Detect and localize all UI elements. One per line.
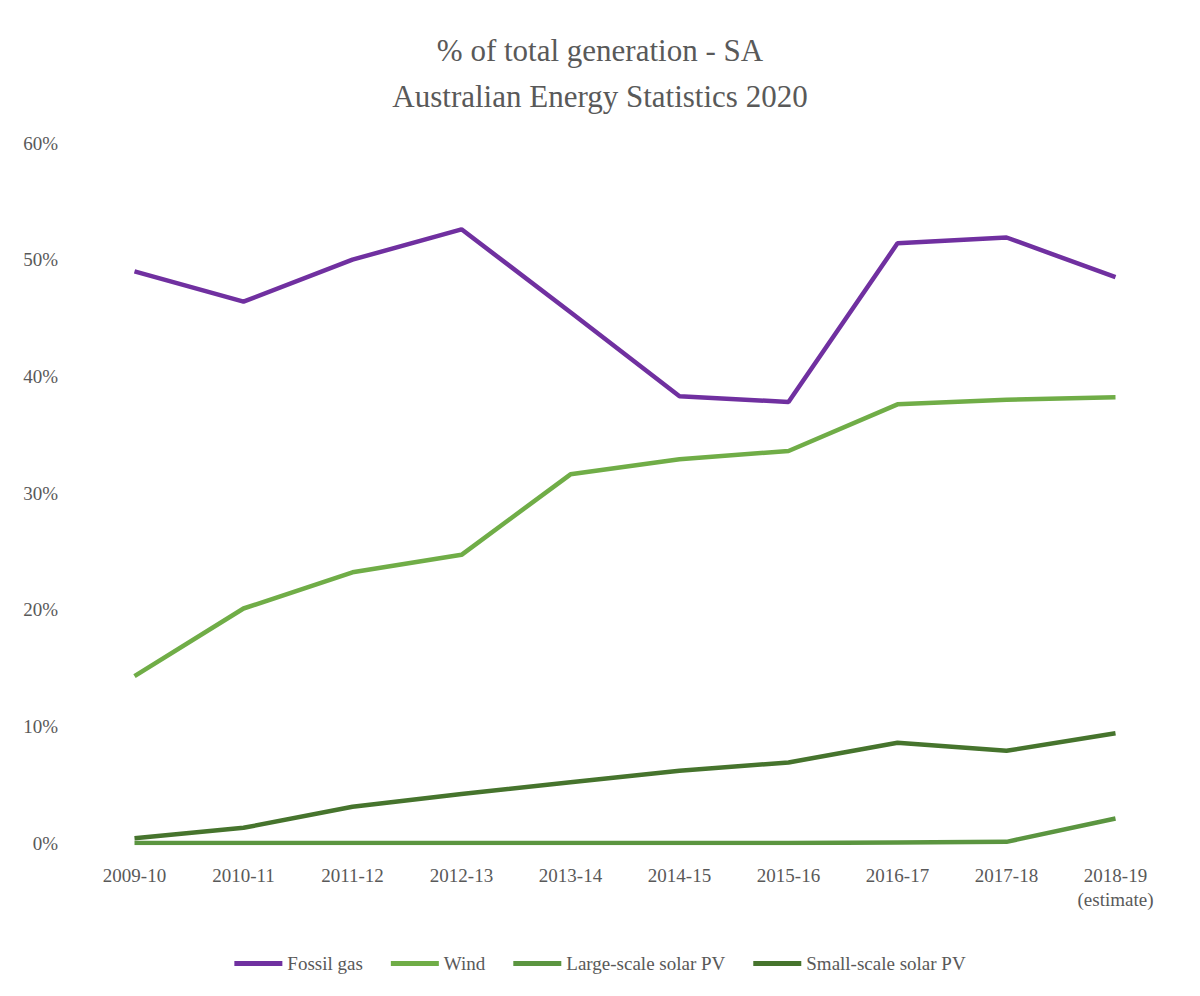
svg-text:60%: 60% <box>23 133 58 154</box>
svg-text:30%: 30% <box>23 483 58 504</box>
svg-text:50%: 50% <box>23 249 58 270</box>
svg-text:2018-19: 2018-19 <box>1084 865 1147 886</box>
svg-text:Small-scale solar PV: Small-scale solar PV <box>806 953 966 974</box>
svg-text:2009-10: 2009-10 <box>103 865 166 886</box>
svg-text:2014-15: 2014-15 <box>648 865 711 886</box>
svg-text:% of total generation - SA: % of total generation - SA <box>437 33 764 68</box>
svg-text:2012-13: 2012-13 <box>430 865 493 886</box>
svg-text:40%: 40% <box>23 366 58 387</box>
svg-text:20%: 20% <box>23 599 58 620</box>
svg-text:2017-18: 2017-18 <box>975 865 1038 886</box>
svg-text:2010-11: 2010-11 <box>212 865 275 886</box>
svg-text:Fossil gas: Fossil gas <box>287 953 363 974</box>
svg-text:2015-16: 2015-16 <box>757 865 820 886</box>
svg-text:2011-12: 2011-12 <box>321 865 384 886</box>
svg-text:Wind: Wind <box>444 953 486 974</box>
svg-text:2016-17: 2016-17 <box>866 865 929 886</box>
svg-text:0%: 0% <box>33 833 59 854</box>
svg-text:2013-14: 2013-14 <box>539 865 603 886</box>
svg-text:(estimate): (estimate) <box>1078 889 1154 911</box>
svg-text:Australian Energy Statistics 2: Australian Energy Statistics 2020 <box>392 79 807 114</box>
svg-text:Large-scale solar PV: Large-scale solar PV <box>566 953 725 974</box>
svg-text:10%: 10% <box>23 716 58 737</box>
